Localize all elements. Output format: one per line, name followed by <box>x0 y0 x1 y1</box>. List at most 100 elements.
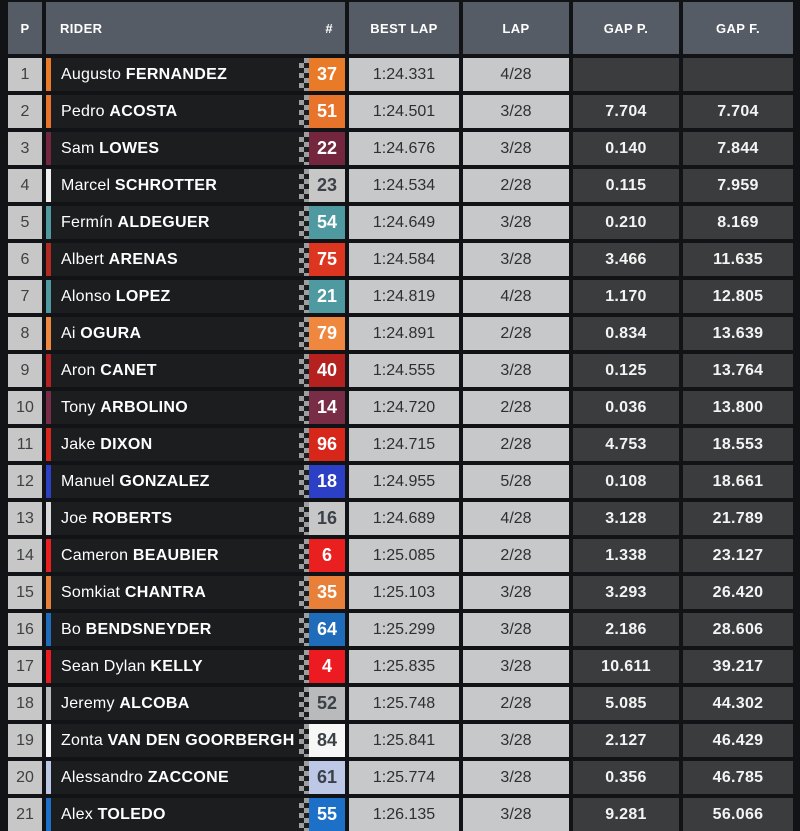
header-rider-label: RIDER <box>60 20 103 36</box>
table-row[interactable]: 10 Tony ARBOLINO 14 1:24.720 2/28 0.036 … <box>8 391 793 424</box>
position-cell: 21 <box>8 798 42 831</box>
best-lap-cell: 1:24.955 <box>349 465 459 498</box>
rider-name: Alessandro ZACCONE <box>51 769 299 787</box>
gap-previous-cell: 9.281 <box>573 798 679 831</box>
rider-last-name: BEAUBIER <box>132 546 219 564</box>
lap-cell: 3/28 <box>463 613 569 646</box>
checker-pattern <box>299 169 309 202</box>
gap-first-cell: 12.805 <box>683 280 793 313</box>
checker-pattern <box>299 798 309 831</box>
checker-pattern <box>299 613 309 646</box>
team-color-stripe <box>46 465 51 498</box>
table-row[interactable]: 1 Augusto FERNANDEZ 37 1:24.331 4/28 <box>8 58 793 91</box>
table-row[interactable]: 20 Alessandro ZACCONE 61 1:25.774 3/28 0… <box>8 761 793 794</box>
rider-last-name: ALDEGUER <box>117 213 210 231</box>
best-lap-cell: 1:24.715 <box>349 428 459 461</box>
rider-first-name: Manuel <box>61 472 115 490</box>
rider-number-badge: 52 <box>309 687 345 720</box>
checker-pattern <box>299 317 309 350</box>
best-lap-cell: 1:24.501 <box>349 95 459 128</box>
table-row[interactable]: 5 Fermín ALDEGUER 54 1:24.649 3/28 0.210… <box>8 206 793 239</box>
rider-number-badge: 51 <box>309 95 345 128</box>
table-row[interactable]: 18 Jeremy ALCOBA 52 1:25.748 2/28 5.085 … <box>8 687 793 720</box>
rider-first-name: Ai <box>61 324 76 342</box>
rider-last-name: KELLY <box>150 657 203 675</box>
rider-number-badge: 18 <box>309 465 345 498</box>
table-row[interactable]: 6 Albert ARENAS 75 1:24.584 3/28 3.466 1… <box>8 243 793 276</box>
gap-previous-cell: 0.210 <box>573 206 679 239</box>
gap-previous-cell: 0.036 <box>573 391 679 424</box>
table-row[interactable]: 16 Bo BENDSNEYDER 64 1:25.299 3/28 2.186… <box>8 613 793 646</box>
table-row[interactable]: 3 Sam LOWES 22 1:24.676 3/28 0.140 7.844 <box>8 132 793 165</box>
gap-previous-cell: 0.115 <box>573 169 679 202</box>
rider-name: Jake DIXON <box>51 436 299 454</box>
rider-name: Sean Dylan KELLY <box>51 658 299 676</box>
rider-number-badge: 23 <box>309 169 345 202</box>
lap-cell: 3/28 <box>463 761 569 794</box>
rider-cell: Sean Dylan KELLY 4 <box>46 650 345 683</box>
gap-previous-cell: 1.338 <box>573 539 679 572</box>
lap-cell: 3/28 <box>463 243 569 276</box>
checker-pattern <box>299 58 309 91</box>
best-lap-cell: 1:26.135 <box>349 798 459 831</box>
best-lap-cell: 1:24.720 <box>349 391 459 424</box>
lap-cell: 3/28 <box>463 132 569 165</box>
rider-cell: Tony ARBOLINO 14 <box>46 391 345 424</box>
header-number-label: # <box>325 20 333 36</box>
team-color-stripe <box>46 132 51 165</box>
table-row[interactable]: 15 Somkiat CHANTRA 35 1:25.103 3/28 3.29… <box>8 576 793 609</box>
rider-name: Augusto FERNANDEZ <box>51 66 299 84</box>
lap-cell: 4/28 <box>463 502 569 535</box>
table-row[interactable]: 2 Pedro ACOSTA 51 1:24.501 3/28 7.704 7.… <box>8 95 793 128</box>
best-lap-cell: 1:24.534 <box>349 169 459 202</box>
table-row[interactable]: 17 Sean Dylan KELLY 4 1:25.835 3/28 10.6… <box>8 650 793 683</box>
rider-cell: Alex TOLEDO 55 <box>46 798 345 831</box>
gap-first-cell: 18.553 <box>683 428 793 461</box>
position-cell: 12 <box>8 465 42 498</box>
rider-first-name: Alex <box>61 805 93 823</box>
rider-name: Manuel GONZALEZ <box>51 473 299 491</box>
rider-cell: Zonta VAN DEN GOORBERGH 84 <box>46 724 345 757</box>
gap-previous-cell: 0.108 <box>573 465 679 498</box>
gap-first-cell: 46.785 <box>683 761 793 794</box>
checker-pattern <box>299 724 309 757</box>
rider-number-badge: 96 <box>309 428 345 461</box>
rider-first-name: Augusto <box>61 65 122 83</box>
table-row[interactable]: 12 Manuel GONZALEZ 18 1:24.955 5/28 0.10… <box>8 465 793 498</box>
rider-cell: Fermín ALDEGUER 54 <box>46 206 345 239</box>
gap-first-cell: 13.639 <box>683 317 793 350</box>
gap-first-cell: 26.420 <box>683 576 793 609</box>
lap-cell: 3/28 <box>463 724 569 757</box>
table-row[interactable]: 4 Marcel SCHROTTER 23 1:24.534 2/28 0.11… <box>8 169 793 202</box>
rider-last-name: ALCOBA <box>119 694 190 712</box>
checker-pattern <box>299 243 309 276</box>
position-cell: 15 <box>8 576 42 609</box>
gap-first-cell: 39.217 <box>683 650 793 683</box>
rider-last-name: DIXON <box>100 435 153 453</box>
rider-cell: Alonso LOPEZ 21 <box>46 280 345 313</box>
team-color-stripe <box>46 687 51 720</box>
checker-pattern <box>299 576 309 609</box>
position-cell: 6 <box>8 243 42 276</box>
team-color-stripe <box>46 724 51 757</box>
rider-name: Sam LOWES <box>51 140 299 158</box>
position-cell: 20 <box>8 761 42 794</box>
gap-first-cell: 23.127 <box>683 539 793 572</box>
team-color-stripe <box>46 391 51 424</box>
rider-name: Cameron BEAUBIER <box>51 547 299 565</box>
gap-previous-cell: 0.125 <box>573 354 679 387</box>
table-row[interactable]: 11 Jake DIXON 96 1:24.715 2/28 4.753 18.… <box>8 428 793 461</box>
table-row[interactable]: 13 Joe ROBERTS 16 1:24.689 4/28 3.128 21… <box>8 502 793 535</box>
table-row[interactable]: 21 Alex TOLEDO 55 1:26.135 3/28 9.281 56… <box>8 798 793 831</box>
gap-first-cell: 8.169 <box>683 206 793 239</box>
table-row[interactable]: 8 Ai OGURA 79 1:24.891 2/28 0.834 13.639 <box>8 317 793 350</box>
rider-cell: Sam LOWES 22 <box>46 132 345 165</box>
rider-last-name: FERNANDEZ <box>125 65 228 83</box>
table-row[interactable]: 7 Alonso LOPEZ 21 1:24.819 4/28 1.170 12… <box>8 280 793 313</box>
table-row[interactable]: 14 Cameron BEAUBIER 6 1:25.085 2/28 1.33… <box>8 539 793 572</box>
rider-number-badge: 40 <box>309 354 345 387</box>
rider-number-badge: 79 <box>309 317 345 350</box>
table-row[interactable]: 9 Aron CANET 40 1:24.555 3/28 0.125 13.7… <box>8 354 793 387</box>
table-row[interactable]: 19 Zonta VAN DEN GOORBERGH 84 1:25.841 3… <box>8 724 793 757</box>
gap-first-cell: 7.844 <box>683 132 793 165</box>
